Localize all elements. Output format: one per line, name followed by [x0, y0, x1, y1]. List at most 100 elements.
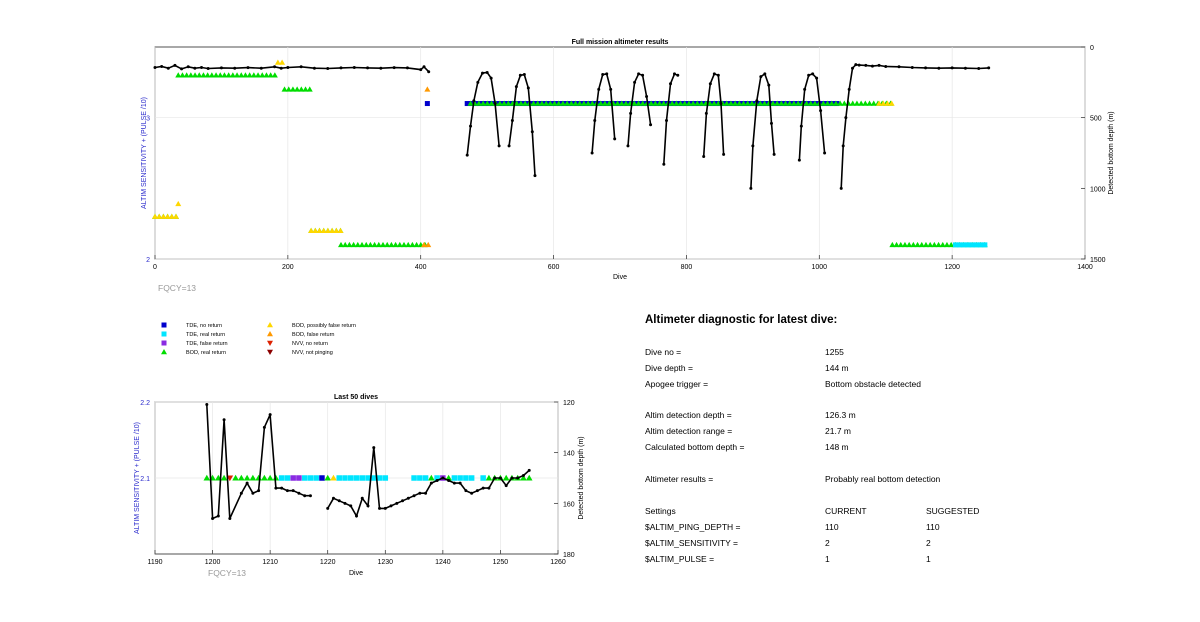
depth-point	[429, 481, 433, 485]
data-marker	[530, 100, 537, 106]
data-marker	[388, 241, 395, 248]
depth-point	[759, 75, 763, 79]
depth-point	[268, 413, 272, 417]
depth-point	[418, 491, 422, 495]
diag-value-results: Probably real bottom detection	[825, 474, 941, 484]
y-left-tick-label: 2	[146, 257, 150, 264]
depth-series-line	[798, 72, 826, 161]
depth-point	[937, 66, 941, 70]
diag-label-results: Altimeter results =	[645, 474, 714, 484]
data-marker	[480, 100, 487, 106]
depth-point	[522, 73, 526, 77]
data-marker	[931, 241, 938, 248]
data-marker	[559, 100, 566, 106]
depth-point	[884, 65, 888, 69]
legend-label: TDE, real return	[186, 332, 225, 338]
data-marker	[160, 213, 167, 219]
y-left-tick-label: 3	[146, 116, 150, 123]
bottom-x-axis-label: Dive	[349, 570, 363, 577]
y-right-tick-label: 140	[563, 451, 575, 458]
depth-point	[963, 66, 967, 70]
depth-point	[395, 501, 399, 505]
data-marker	[392, 241, 399, 248]
data-marker	[694, 100, 701, 106]
data-marker	[271, 72, 278, 78]
data-marker	[284, 475, 291, 481]
depth-point	[297, 491, 301, 495]
top-footnote: FQCY=13	[158, 283, 196, 293]
data-marker	[380, 241, 386, 248]
depth-point	[633, 80, 637, 84]
diag-label-dive-depth: Dive depth =	[645, 363, 693, 373]
full-mission-chart: 0 200 400 600 800 1000 1200 140023050010001500 …	[141, 39, 1115, 293]
depth-point	[803, 87, 807, 91]
depth-point	[372, 446, 376, 450]
legend: TDE, no return TDE, real return TDE, false…	[161, 322, 356, 356]
depth-point	[823, 151, 827, 155]
bottom-chart-title: Last 50 dives	[334, 394, 378, 401]
depth-point	[847, 87, 851, 91]
depth-point	[497, 144, 501, 148]
settings-header-label: Settings	[645, 506, 676, 516]
depth-point	[719, 102, 723, 106]
data-marker	[411, 475, 417, 481]
depth-point	[841, 144, 845, 148]
data-marker	[320, 227, 327, 233]
x-tick-label: 1200	[944, 264, 960, 271]
depth-point	[326, 66, 330, 70]
data-marker	[656, 100, 663, 106]
x-tick-label: 1190	[147, 559, 162, 566]
data-marker	[307, 475, 314, 481]
bottom-footnote: FQCY=13	[208, 568, 246, 578]
depth-point	[472, 99, 476, 103]
depth-point	[763, 72, 767, 76]
depth-point	[366, 504, 370, 508]
data-marker	[597, 100, 604, 106]
data-marker	[568, 100, 575, 106]
data-marker	[263, 72, 270, 78]
data-marker	[464, 101, 470, 107]
data-marker	[234, 72, 241, 78]
data-marker	[278, 475, 285, 481]
top-x-axis-label: Dive	[613, 274, 627, 281]
x-tick-label: 1220	[320, 559, 336, 566]
data-marker	[862, 100, 869, 106]
data-marker	[786, 100, 793, 106]
y-right-tick-label: 120	[563, 400, 575, 407]
depth-point	[489, 76, 493, 80]
data-marker	[179, 72, 186, 78]
data-marker	[973, 242, 979, 248]
data-marker	[267, 72, 274, 78]
setting-label-sensitivity: $ALTIM_SENSITIVITY =	[645, 538, 738, 548]
depth-point	[712, 72, 716, 76]
data-marker	[778, 100, 785, 106]
bottom-y-right-axis-label: Detected bottom depth (m)	[578, 436, 585, 519]
y-right-tick-label: 0	[1090, 45, 1094, 52]
data-marker	[669, 100, 676, 106]
data-marker	[324, 227, 331, 233]
data-marker	[350, 241, 357, 248]
depth-point	[331, 496, 335, 500]
data-marker	[723, 100, 730, 106]
data-marker	[795, 100, 802, 106]
data-marker	[631, 100, 638, 106]
data-marker	[246, 72, 253, 78]
data-marker	[382, 475, 389, 481]
depth-point	[291, 489, 295, 493]
diag-value-apogee: Bottom obstacle detected	[825, 379, 921, 389]
data-marker	[790, 100, 797, 106]
depth-point	[219, 66, 223, 70]
data-marker	[520, 474, 527, 481]
depth-series-line	[508, 73, 536, 176]
data-marker	[243, 474, 251, 481]
data-marker	[281, 86, 288, 92]
data-marker	[290, 475, 296, 481]
data-marker	[203, 474, 211, 481]
depth-point	[273, 65, 277, 69]
y-left-tick-label: 2.2	[140, 400, 150, 407]
depth-point	[498, 476, 502, 480]
data-marker	[425, 241, 432, 248]
depth-point	[246, 66, 250, 70]
depth-point	[470, 491, 474, 495]
data-marker	[301, 475, 308, 481]
